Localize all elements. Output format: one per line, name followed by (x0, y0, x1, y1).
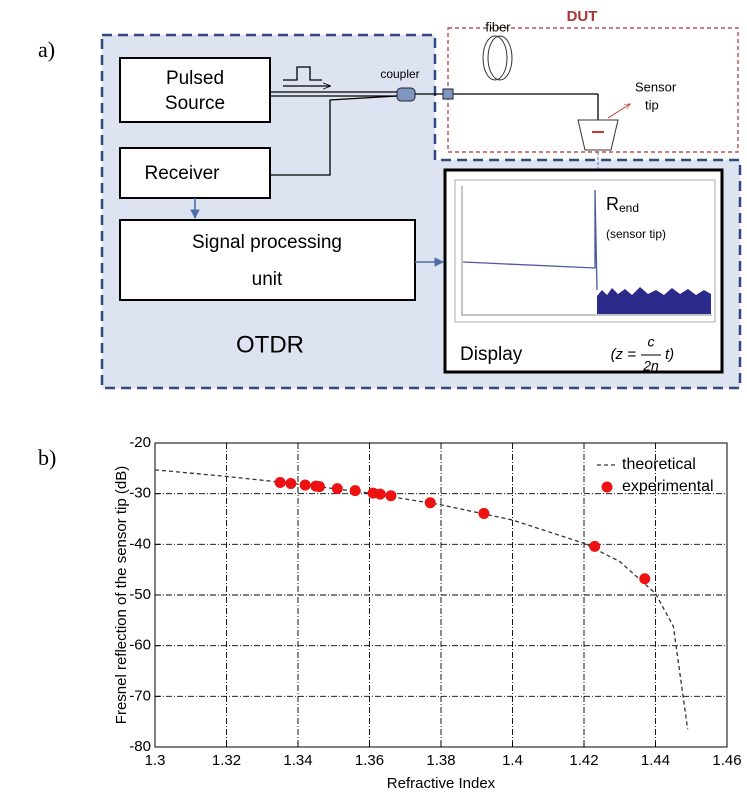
display-noise (597, 287, 711, 314)
data-point (349, 485, 361, 497)
x-tick-label: 1.44 (641, 752, 670, 769)
data-point (424, 497, 436, 509)
sensor-arrow (607, 104, 630, 119)
display-axes (461, 186, 712, 316)
otdr-label: OTDR (236, 331, 304, 358)
y-tick-label: -50 (129, 586, 151, 603)
data-point (374, 488, 386, 500)
formula-part: t) (665, 346, 674, 363)
fiber-coil (487, 35, 513, 81)
x-tick-label: 1.42 (569, 752, 598, 769)
formula-part: (z = (611, 346, 637, 363)
formula-part: c (648, 334, 655, 350)
y-axis-label: Fresnel reflection of the sensor tip (dB… (113, 466, 130, 724)
r-end-note: (sensor tip) (606, 227, 666, 241)
pulse-symbol (283, 66, 322, 81)
connector (442, 88, 454, 100)
data-point (639, 573, 651, 585)
y-tick-label: -60 (129, 637, 151, 654)
panel-label: a) (38, 37, 55, 62)
formula: (z = c 2n t) (611, 334, 675, 374)
display-trace (462, 189, 598, 291)
data-point (385, 490, 397, 502)
x-tick-label: 1.46 (712, 752, 741, 769)
x-tick-label: 1.36 (355, 752, 384, 769)
sensor-label: tip (645, 97, 659, 112)
beaker (577, 119, 619, 151)
legend-label: experimental (622, 478, 714, 495)
sensor-label: Sensor (635, 79, 677, 94)
formula-part: 2n (642, 358, 659, 374)
y-tick-label: -40 (129, 535, 151, 552)
wire (270, 95, 398, 176)
pulsed-source-box (119, 57, 271, 123)
box-label: Signal processing (192, 232, 342, 253)
y-tick-label: -20 (129, 434, 151, 451)
r-end-main: R (606, 194, 619, 214)
r-end-sub: end (619, 201, 639, 215)
fiber-coil (482, 35, 508, 81)
data-point (331, 483, 343, 495)
legend-swatch (601, 481, 613, 493)
theory-line (154, 469, 689, 730)
x-tick-label: 1.4 (502, 752, 523, 769)
legend-label: theoretical (622, 456, 696, 473)
x-tick-label: 1.3 (145, 752, 166, 769)
dut-label: DUT (567, 8, 598, 25)
y-tick-label: -30 (129, 485, 151, 502)
signal-processing-box (119, 219, 416, 301)
x-tick-label: 1.32 (212, 752, 241, 769)
coupler-symbol (396, 87, 416, 102)
x-tick-label: 1.38 (426, 752, 455, 769)
x-tick-label: 1.34 (283, 752, 312, 769)
box-label: Source (165, 93, 225, 114)
display-label: Display (460, 344, 523, 365)
box-label: Pulsed (166, 68, 224, 89)
data-point (313, 481, 325, 493)
plot-frame (154, 442, 728, 748)
panel-label: b) (38, 445, 56, 470)
data-point (299, 479, 311, 491)
box-label: unit (252, 269, 283, 290)
coupler-label: coupler (380, 67, 419, 81)
r-end-label: Rend (606, 194, 639, 215)
data-point (285, 478, 297, 490)
y-tick-label: -80 (129, 738, 151, 755)
data-point (478, 507, 490, 519)
chart: 1.3 1.32 1.34 1.36 1.38 1.4 1.42 1.44 1.46 -80 -70… (113, 434, 742, 792)
data-point (274, 477, 286, 489)
x-axis-label: Refractive Index (387, 775, 496, 792)
box-label: Receiver (145, 163, 221, 184)
y-tick-label: -70 (129, 687, 151, 704)
fiber-label: fiber (485, 19, 511, 34)
data-point (589, 540, 601, 552)
